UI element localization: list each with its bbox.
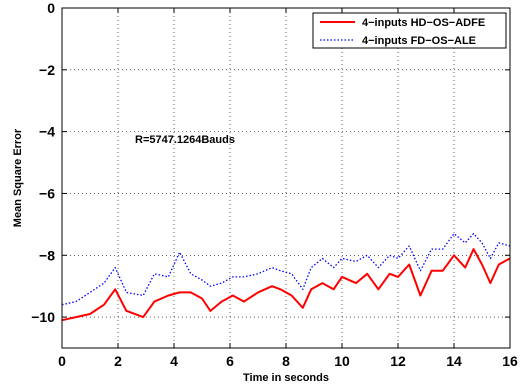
legend-box [312,12,507,49]
y-tick-label: −4 [39,124,55,140]
legend-label-hd-os-adfe: 4−inputs HD−OS−ADFE [362,17,485,29]
series-line-fd-os-ale [61,232,511,306]
y-tick-label: −6 [39,185,55,201]
grid-lines [62,8,510,348]
y-axis-label: Mean Square Error [12,128,24,227]
series-line-hd-os-adfe [61,248,511,322]
x-tick-label: 12 [390,353,406,369]
x-tick-label: 2 [114,353,122,369]
x-tick-label: 16 [502,353,518,369]
y-tick-label: −10 [31,309,55,325]
x-axis-label: Time in seconds [243,372,329,384]
y-tick-label: −8 [39,247,55,263]
x-tick-label: 8 [282,353,290,369]
y-tick-label: 0 [47,0,55,16]
legend-label-fd-os-ale: 4−inputs FD−OS−ALE [362,35,476,47]
x-tick-label: 6 [226,353,234,369]
legend: 4−inputs HD−OS−ADFE 4−inputs FD−OS−ALE [312,12,507,49]
x-tick-label: 10 [334,353,350,369]
axis-ticks: 0 2 4 6 8 10 12 14 16 0 −2 −4 −6 −8 −10 [31,0,518,369]
x-tick-label: 0 [58,353,66,369]
rate-annotation: R=5747.1264Bauds [135,134,235,146]
x-tick-label: 14 [446,353,462,369]
y-tick-label: −2 [39,62,55,78]
x-tick-label: 4 [170,353,178,369]
plot-lines [61,232,511,322]
